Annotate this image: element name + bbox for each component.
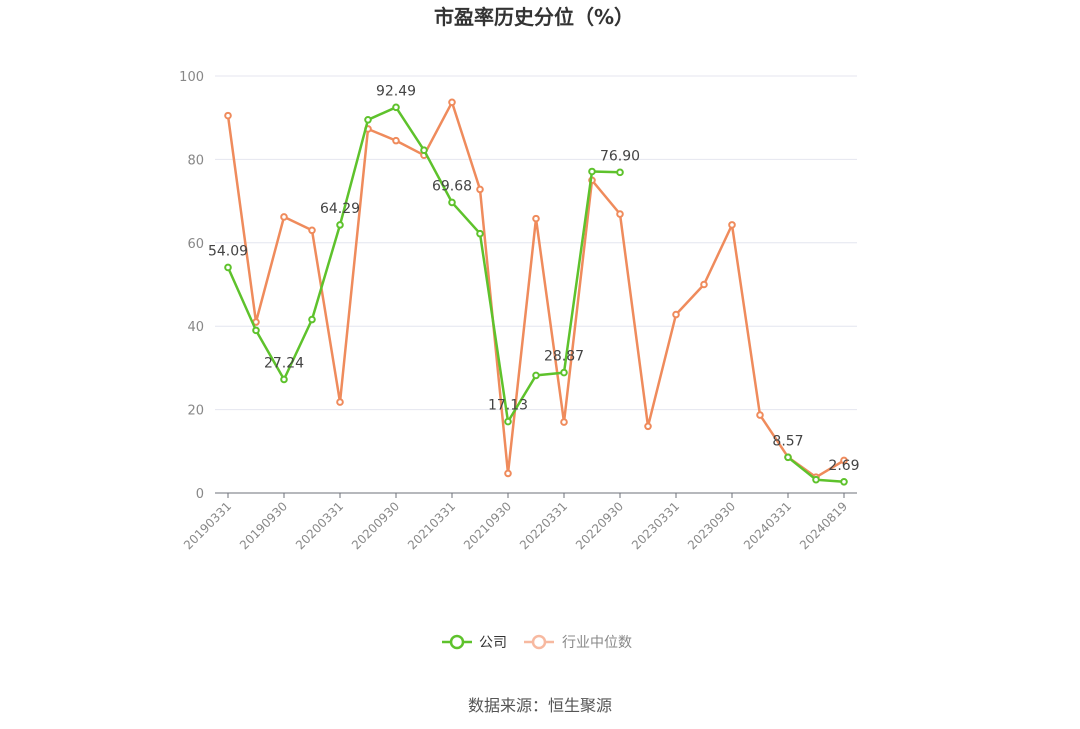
data-point[interactable] (448, 198, 456, 207)
data-point[interactable] (784, 453, 792, 462)
y-axis: 0 20 40 60 80 100 (179, 70, 204, 502)
data-label: 54.09 (208, 243, 248, 259)
legend-label-company: 公司 (479, 635, 507, 651)
data-point[interactable] (252, 326, 260, 335)
x-tick-label: 20200930 (349, 499, 402, 552)
x-tick-label: 20210930 (461, 499, 514, 552)
x-tick-label: 20230930 (685, 499, 738, 552)
data-point[interactable] (476, 229, 484, 238)
data-point[interactable] (364, 115, 372, 124)
data-point[interactable] (280, 375, 288, 384)
legend-marker-industry-median (531, 634, 547, 650)
data-label: 92.49 (376, 83, 416, 99)
data-label: 17.13 (488, 398, 528, 414)
series-layer (224, 98, 848, 486)
data-label: 64.29 (320, 201, 360, 217)
legend-item-industry-median[interactable]: 行业中位数 (524, 634, 632, 651)
data-point[interactable] (280, 213, 288, 221)
data-point[interactable] (532, 214, 540, 223)
data-point[interactable] (672, 310, 680, 319)
x-tick-label: 20240331 (741, 499, 794, 552)
data-point[interactable] (560, 418, 568, 426)
data-point[interactable] (756, 411, 764, 419)
data-point[interactable] (560, 368, 568, 377)
data-point[interactable] (224, 263, 232, 272)
data-point[interactable] (504, 417, 512, 426)
legend-item-company[interactable]: 公司 (442, 634, 507, 651)
x-tick-label: 20210331 (405, 499, 458, 552)
data-label: 27.24 (264, 355, 304, 371)
data-point[interactable] (840, 456, 848, 465)
data-point[interactable] (420, 146, 428, 155)
x-tick-label: 20220930 (573, 499, 626, 552)
x-tick-label: 20190930 (237, 499, 290, 552)
y-tick-label: 20 (187, 404, 204, 419)
data-point[interactable] (336, 221, 344, 229)
data-label: 76.90 (600, 148, 640, 164)
y-tick-label: 100 (179, 70, 204, 85)
data-point[interactable] (616, 210, 624, 218)
legend-marker-company (449, 634, 465, 650)
data-point[interactable] (308, 315, 316, 324)
data-label: 2.69 (828, 458, 859, 474)
data-label: 8.57 (772, 433, 803, 449)
data-point[interactable] (336, 398, 344, 406)
chart-title: 市盈率历史分位（%） (434, 5, 634, 29)
data-point[interactable] (532, 371, 540, 380)
x-tick-label: 20230331 (629, 499, 682, 552)
grid (215, 75, 857, 411)
data-point[interactable] (504, 469, 512, 478)
data-point[interactable] (812, 475, 820, 484)
legend-label-industry-median: 行业中位数 (562, 635, 632, 651)
data-point[interactable] (644, 422, 652, 431)
series-industry-median (224, 98, 848, 481)
y-tick-label: 80 (187, 153, 204, 168)
data-point[interactable] (840, 477, 848, 486)
data-label: 69.68 (432, 178, 472, 194)
data-point[interactable] (448, 98, 456, 107)
y-tick-label: 60 (187, 237, 204, 252)
x-tick-label: 20200331 (293, 499, 346, 552)
data-point[interactable] (392, 136, 400, 145)
x-axis: 20190331 20190930 20200331 20200930 20210331… (181, 492, 857, 552)
y-tick-label: 40 (187, 320, 204, 335)
data-point[interactable] (728, 221, 736, 229)
data-point[interactable] (308, 226, 316, 235)
data-point[interactable] (588, 167, 596, 176)
data-label: 28.87 (544, 349, 584, 365)
data-point[interactable] (700, 280, 708, 289)
legend[interactable]: 公司 行业中位数 (442, 634, 632, 651)
data-point[interactable] (616, 168, 624, 177)
data-point[interactable] (224, 111, 232, 120)
series-company (224, 103, 848, 486)
x-tick-label: 20220331 (517, 499, 570, 552)
source-note: 数据来源：恒生聚源 (468, 696, 612, 715)
data-point[interactable] (392, 103, 400, 112)
x-tick-label: 20240819 (797, 499, 850, 552)
data-point[interactable] (476, 185, 484, 194)
y-tick-label: 0 (196, 487, 204, 502)
x-tick-label: 20190331 (181, 499, 234, 552)
data-labels: 54.09 27.24 64.29 92.49 69.68 17.13 28.87 76.90… (208, 83, 860, 473)
